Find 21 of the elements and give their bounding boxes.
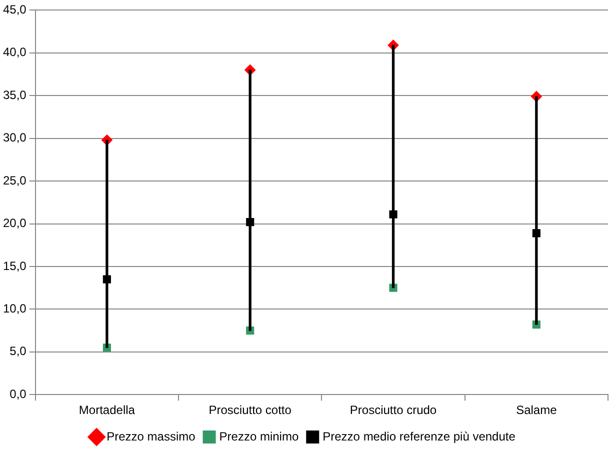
x-tick-label: Prosciutto cotto <box>208 403 292 418</box>
x-tick-label: Salame <box>516 403 558 418</box>
y-tick-label: 25,0 <box>2 173 27 188</box>
y-tick-label: 35,0 <box>2 88 27 102</box>
bar <box>248 70 252 331</box>
bar <box>392 44 395 288</box>
y-tick-label: 0,0 <box>10 386 27 401</box>
y-tick-label: 45,0 <box>2 2 27 17</box>
x-tick-label: Mortadella <box>78 403 136 418</box>
legend-label: Prezzo medio referenze più vendute <box>322 429 516 444</box>
bar <box>535 96 538 325</box>
x-tick-label: Prosciutto crudo <box>350 403 437 418</box>
y-tick-label: 10,0 <box>2 301 27 316</box>
legend-label: Prezzo minimo <box>219 429 299 444</box>
y-tick-label: 40,0 <box>2 45 27 60</box>
y-tick-label: 15,0 <box>2 258 27 273</box>
legend-label: Prezzo massimo <box>106 429 196 444</box>
y-tick-label: 5,0 <box>10 344 27 358</box>
y-tick-label: 20,0 <box>2 216 27 230</box>
bar <box>106 140 108 348</box>
y-tick-label: 30,0 <box>2 130 27 145</box>
